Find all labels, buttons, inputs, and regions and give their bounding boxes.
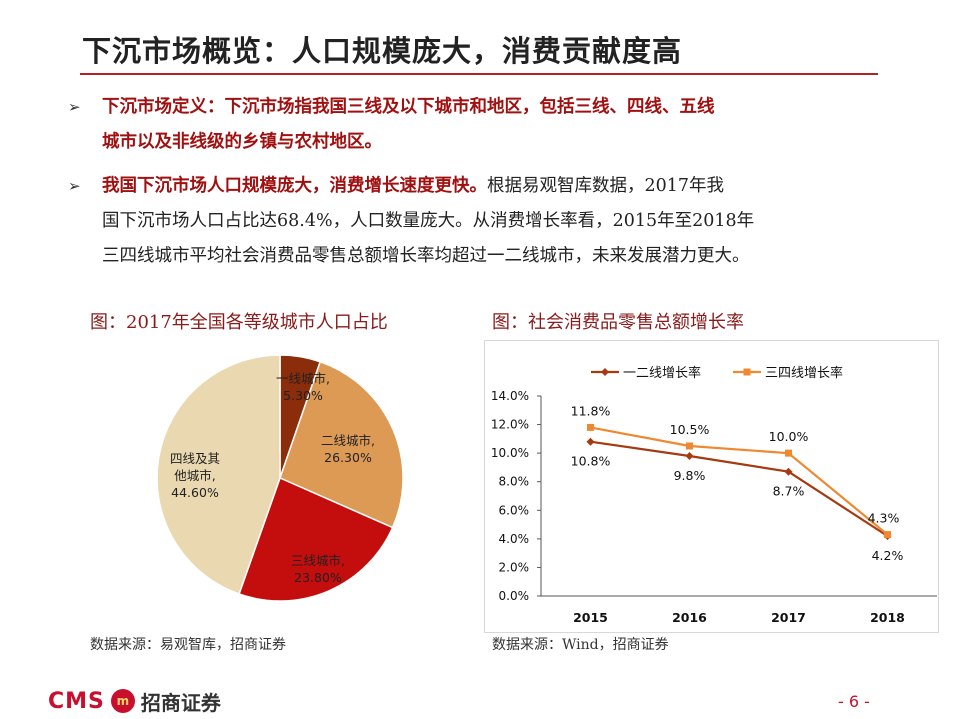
y-tick-label: 2.0%: [499, 560, 530, 574]
x-tick-label: 2015: [573, 610, 608, 625]
x-tick-label: 2017: [771, 610, 806, 625]
series-line-2: [590, 426, 889, 536]
pie-label-4: 四线及其: [170, 451, 220, 466]
legend-marker-1: [601, 368, 609, 376]
series-point-2: [884, 531, 891, 539]
y-tick-label: 0.0%: [499, 589, 530, 603]
pie-label-3: 23.80%: [294, 570, 342, 585]
bullet-definition: ➢ 下沉市场定义：下沉市场指我国三线及以下城市和地区，包括三线、四线、五线 城市…: [68, 90, 888, 160]
bullet-population-line3: 三四线城市平均社会消费品零售总额增长率均超过一二线城市，未来发展潜力更大。: [102, 246, 750, 266]
line-chart: 0.0% 2.0% 4.0% 6.0% 8.0% 10.0% 12.0% 14.0% 2015 2…: [491, 365, 937, 625]
pie-slice-4: [156, 354, 281, 595]
data-label-2: 4.3%: [868, 511, 900, 526]
y-tick-label: 4.0%: [499, 532, 530, 546]
data-label-2: 10.5%: [670, 422, 710, 437]
data-label-2: 11.8%: [571, 403, 611, 418]
page-title: 下沉市场概览：人口规模庞大，消费贡献度高: [82, 34, 683, 68]
pie-slice-3: [238, 476, 394, 602]
legend-marker-2: [743, 368, 751, 376]
series-point-1: [586, 437, 595, 446]
legend-label-1: 一二线增长率: [623, 365, 701, 381]
y-tick-label: 12.0%: [491, 418, 529, 432]
bullet-population-lead: 我国下沉市场人口规模庞大，消费增长速度更快。: [102, 176, 487, 196]
figure-right-title: 图：社会消费品零售总额增长率: [492, 312, 744, 333]
pie-label-1: 5.30%: [283, 388, 323, 403]
pie-label-2: 26.30%: [324, 450, 372, 465]
series-point-1: [784, 467, 793, 476]
x-tick-label: 2016: [672, 610, 707, 625]
line-chart-frame: 0.0% 2.0% 4.0% 6.0% 8.0% 10.0% 12.0% 14.0% 2015 2…: [484, 340, 939, 633]
data-label-1: 4.2%: [872, 548, 904, 563]
legend-label-2: 三四线增长率: [765, 365, 843, 381]
brand-text: CMS: [48, 688, 105, 714]
series-line-1: [590, 440, 889, 537]
data-label-1: 9.8%: [674, 468, 706, 483]
pie-label-2: 二线城市,: [321, 433, 375, 448]
page-number: - 6 -: [838, 692, 870, 711]
bullet-definition-line1: 下沉市场定义：下沉市场指我国三线及以下城市和地区，包括三线、四线、五线: [102, 97, 715, 117]
arrow-bullet-icon: ➢: [68, 177, 81, 195]
series-point-2: [686, 442, 693, 450]
brand-logo-icon: m: [110, 689, 135, 713]
y-tick-label: 10.0%: [491, 446, 529, 460]
series-point-2: [785, 449, 792, 457]
pie-label-3: 三线城市,: [291, 553, 345, 568]
figure-right-source: 数据来源：Wind，招商证券: [492, 637, 669, 653]
x-tick-label: 2018: [870, 610, 905, 625]
title-divider: [80, 73, 878, 75]
bullet-population-line1: 根据易观智库数据，2017年我: [487, 176, 725, 196]
y-tick-label: 14.0%: [491, 389, 529, 403]
data-label-1: 8.7%: [773, 484, 805, 499]
figure-left-title: 图：2017年全国各等级城市人口占比: [90, 312, 388, 333]
pie-label-1: 一线城市,: [276, 371, 330, 386]
pie-chart: 一线城市, 5.30% 二线城市, 26.30% 三线城市, 23.80% 四线及其他城市,…: [156, 354, 404, 602]
pie-label-4: 44.60%: [171, 485, 219, 500]
bullet-population: ➢ 我国下沉市场人口规模庞大，消费增长速度更快。根据易观智库数据，2017年我 …: [68, 169, 888, 274]
data-label-1: 10.8%: [571, 454, 611, 469]
data-label-2: 10.0%: [769, 429, 809, 444]
y-tick-label: 6.0%: [499, 503, 530, 517]
figure-left-source: 数据来源：易观智库，招商证券: [90, 637, 286, 653]
arrow-bullet-icon: ➢: [68, 98, 81, 116]
pie-slice-2: [279, 360, 404, 529]
bullet-population-line2: 国下沉市场人口占比达68.4%，人口数量庞大。从消费增长率看，2015年至201…: [102, 211, 755, 231]
y-tick-label: 8.0%: [499, 475, 530, 489]
pie-label-4: 他城市,: [174, 468, 215, 483]
bullet-definition-line2: 城市以及非线级的乡镇与农村地区。: [102, 132, 382, 152]
footer-logo: CMS m 招商证券: [48, 688, 221, 715]
series-point-1: [685, 452, 694, 460]
brand-name-cn: 招商证券: [140, 690, 221, 715]
series-point-2: [587, 423, 594, 431]
